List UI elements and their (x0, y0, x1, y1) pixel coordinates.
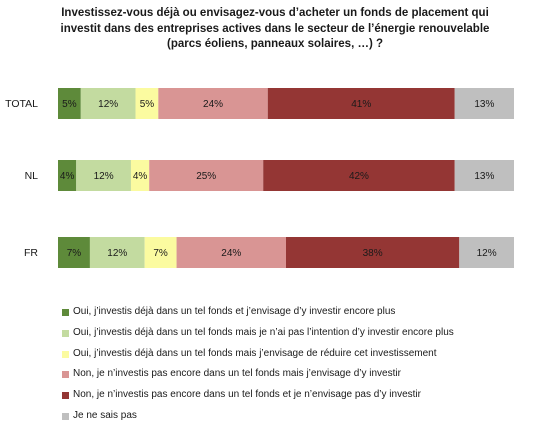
bar-segment-total-series-1 (58, 88, 81, 119)
bar-segment-total-series-5 (267, 88, 455, 119)
category-label-total: TOTAL (5, 98, 38, 110)
data-label-fr-series-2: 12% (107, 248, 127, 259)
category-label-nl: NL (25, 170, 39, 182)
legend-label-3: Oui, j’investis déjà dans un tel fonds m… (73, 347, 437, 359)
legend-label-6: Je ne sais pas (73, 409, 137, 421)
legend-swatch-2 (62, 329, 69, 337)
data-label-nl-series-1: 4% (60, 171, 75, 182)
bar-segment-nl-series-3 (130, 160, 150, 191)
chart-title-line-2: investit dans des entreprises actives da… (60, 22, 490, 35)
bar-segment-fr-series-1 (58, 237, 90, 268)
bar-segment-fr-series-4 (176, 237, 286, 268)
data-label-nl-series-3: 4% (133, 171, 148, 182)
legend-label-2: Oui, j’investis déjà dans un tel fonds m… (73, 326, 454, 338)
data-label-total-series-4: 24% (203, 99, 223, 110)
data-label-nl-series-5: 42% (349, 171, 369, 182)
data-label-fr-series-4: 24% (221, 248, 241, 259)
legend-label-4: Non, je n’investis pas encore dans un te… (73, 368, 401, 380)
data-label-nl-series-4: 25% (196, 171, 216, 182)
chart-title-line-3: (parcs éoliens, panneaux solaires, …) ? (166, 38, 384, 50)
bar-segment-total-series-3 (135, 88, 159, 119)
bar-segment-nl-series-5 (263, 160, 455, 191)
data-label-total-series-1: 5% (62, 99, 77, 110)
category-label-fr: FR (24, 247, 38, 259)
legend-swatch-5 (62, 392, 69, 400)
bar-segment-nl-series-2 (76, 160, 131, 191)
chart-title-line-1: Investissez-vous déjà ou envisagez-vous … (61, 7, 489, 19)
legend-label-1: Oui, j’investis déjà dans un tel fonds e… (73, 306, 396, 317)
bar-segment-total-series-2 (80, 88, 136, 119)
bar-segment-fr-series-5 (286, 237, 460, 268)
data-label-total-series-6: 13% (474, 99, 494, 110)
legend: Oui, j’investis déjà dans un tel fonds e… (62, 302, 542, 427)
legend-swatch-4 (62, 371, 69, 379)
legend-swatch-1 (62, 309, 69, 316)
data-label-fr-series-3: 7% (153, 248, 168, 259)
bar-segment-total-series-4 (158, 88, 268, 119)
data-label-fr-series-6: 12% (477, 248, 497, 259)
legend-item-3: Oui, j’investis déjà dans un tel fonds m… (62, 344, 542, 365)
bar-segment-fr-series-6 (459, 237, 514, 268)
data-label-nl-series-6: 13% (474, 171, 494, 182)
legend-item-5: Non, je n’investis pas encore dans un te… (62, 385, 542, 406)
data-label-total-series-5: 41% (351, 99, 371, 110)
legend-label-5: Non, je n’investis pas encore dans un te… (73, 389, 421, 401)
legend-swatch-6 (62, 412, 69, 420)
stacked-bar-chart: TOTAL 5% 12% 5% 24% 41% 13% NL 4% 12% 4% 25% 42% 13% F… (5, 88, 514, 268)
legend-item-2: Oui, j’investis déjà dans un tel fonds m… (62, 323, 542, 344)
bar-segment-fr-series-3 (144, 237, 177, 268)
data-label-fr-series-5: 38% (363, 248, 383, 259)
bar-segment-nl-series-6 (454, 160, 514, 191)
data-label-total-series-3: 5% (140, 99, 155, 110)
legend-item-1: Oui, j’investis déjà dans un tel fonds e… (62, 302, 542, 323)
data-label-fr-series-1: 7% (67, 248, 82, 259)
legend-item-6: Je ne sais pas (62, 406, 542, 427)
bar-segment-total-series-6 (454, 88, 514, 119)
legend-item-4: Non, je n’investis pas encore dans un te… (62, 364, 542, 385)
data-label-nl-series-2: 12% (94, 171, 114, 182)
chart-title: Investissez-vous déjà ou envisagez-vous … (60, 6, 490, 53)
data-label-total-series-2: 12% (98, 99, 118, 110)
bar-segment-fr-series-2 (89, 237, 145, 268)
legend-swatch-3 (62, 350, 69, 358)
bar-segment-nl-series-1 (58, 160, 77, 191)
bar-segment-nl-series-4 (149, 160, 264, 191)
